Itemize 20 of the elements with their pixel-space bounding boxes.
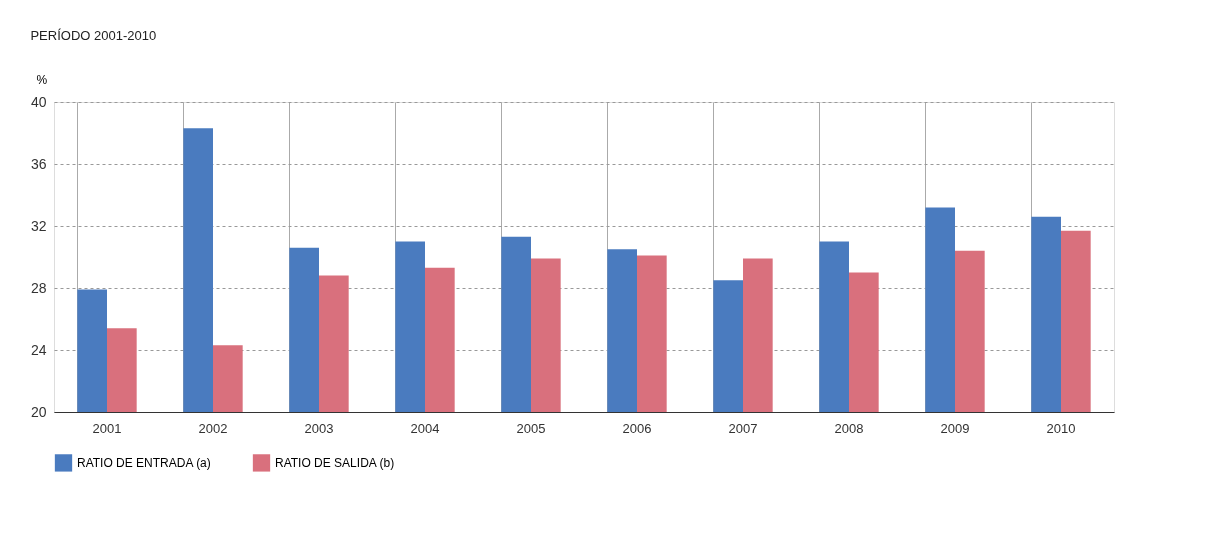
- x-tick-label: 2010: [1046, 420, 1076, 436]
- chart-title: PERÍODO 2001-2010: [30, 28, 157, 43]
- y-tick-label: 32: [30, 217, 47, 234]
- y-tick-label: 36: [30, 155, 47, 172]
- x-tick-label: 2007: [728, 420, 758, 436]
- y-tick-label: 28: [30, 279, 47, 296]
- x-tick-label: 2006: [622, 420, 652, 436]
- legend-label: RATIO DE SALIDA (b): [275, 455, 395, 470]
- x-tick-label: 2009: [940, 420, 970, 436]
- y-tick-label: 40: [30, 93, 47, 110]
- x-tick-label: 2005: [516, 420, 546, 436]
- y-axis-title: %: [36, 72, 48, 87]
- legend-label: RATIO DE ENTRADA (a): [77, 455, 211, 470]
- x-tick-label: 2002: [198, 420, 228, 436]
- x-tick-label: 2003: [304, 420, 334, 436]
- x-tick-label: 2008: [834, 420, 864, 436]
- y-tick-label: 24: [30, 341, 47, 358]
- x-tick-label: 2004: [410, 420, 440, 436]
- y-tick-label: 20: [30, 403, 47, 420]
- x-tick-label: 2001: [92, 420, 122, 436]
